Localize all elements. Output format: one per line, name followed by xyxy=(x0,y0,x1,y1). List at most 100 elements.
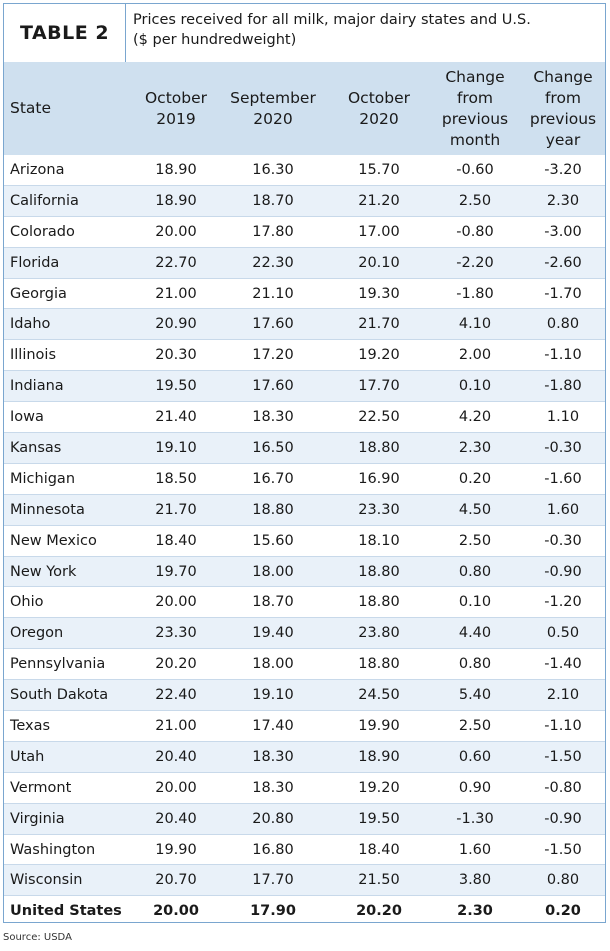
value-cell: 4.10 xyxy=(458,316,492,333)
value-cell: 20.30 xyxy=(155,347,197,364)
value-cell: 18.80 xyxy=(358,656,400,673)
value-cell: 0.20 xyxy=(458,470,492,487)
value-cell: 21.70 xyxy=(358,316,400,333)
value-cell: 22.30 xyxy=(252,254,294,271)
value-cell: -0.80 xyxy=(456,223,494,240)
value-cell: -3.20 xyxy=(544,162,582,178)
value-cell: -1.40 xyxy=(544,656,582,673)
state-cell: Washington xyxy=(10,841,96,858)
table-row: Virginia 20.40 20.80 19.50 -1.30 -0.90 xyxy=(4,803,605,835)
table-row: Texas 21.00 17.40 19.90 2.50 -1.10 xyxy=(4,711,605,742)
value-cell: 18.50 xyxy=(155,470,197,487)
table-row: Vermont 20.00 18.30 19.20 0.90 -0.80 xyxy=(4,773,605,804)
header-text: 2020 xyxy=(359,109,399,128)
value-cell: 20.70 xyxy=(155,872,197,889)
state-cell: California xyxy=(10,192,79,209)
table-row: New Mexico 18.40 15.60 18.10 2.50 -0.30 xyxy=(4,526,605,557)
value-cell: 5.40 xyxy=(458,687,492,704)
header-text: year xyxy=(545,130,581,149)
state-cell: Michigan xyxy=(10,470,76,487)
value-cell: -1.50 xyxy=(544,748,582,765)
value-cell: -3.00 xyxy=(544,223,582,240)
value-cell: -1.60 xyxy=(544,470,582,487)
caption-line-2: ($ per hundredweight) xyxy=(133,32,297,48)
value-cell: 22.50 xyxy=(358,409,400,426)
table-row: California 18.90 18.70 21.20 2.50 2.30 xyxy=(4,185,605,217)
state-cell: Vermont xyxy=(10,779,72,796)
value-cell: -0.80 xyxy=(544,779,582,796)
value-cell: 18.40 xyxy=(155,532,197,549)
header-text: from xyxy=(456,88,494,107)
value-cell: 20.40 xyxy=(155,810,197,827)
table-row: Pennsylvania 20.20 18.00 18.80 0.80 -1.40 xyxy=(4,649,605,681)
value-cell: 18.30 xyxy=(252,779,294,796)
table-row: Iowa 21.40 18.30 22.50 4.20 1.10 xyxy=(4,402,605,434)
state-cell: Utah xyxy=(10,748,45,765)
table-row: Kansas 19.10 16.50 18.80 2.30 -0.30 xyxy=(4,433,605,464)
value-cell: 17.60 xyxy=(252,378,294,395)
state-cell: United States xyxy=(10,903,122,920)
state-cell: Colorado xyxy=(10,223,75,240)
value-cell: 18.70 xyxy=(252,192,294,209)
table-row: New York 19.70 18.00 18.80 0.80 -0.90 xyxy=(4,556,605,588)
value-cell: 18.80 xyxy=(358,563,400,580)
header-state-label: State xyxy=(10,99,52,117)
value-cell: 0.80 xyxy=(546,316,580,333)
value-cell: 17.70 xyxy=(252,872,294,889)
table-row: Illinois 20.30 17.20 19.20 2.00 -1.10 xyxy=(4,340,605,372)
value-cell: -1.70 xyxy=(544,285,582,302)
value-cell: -1.30 xyxy=(456,810,494,827)
state-cell: Wisconsin xyxy=(10,872,83,889)
value-cell: 23.30 xyxy=(358,501,400,518)
value-cell: 18.80 xyxy=(252,501,294,518)
value-cell: -0.90 xyxy=(544,810,582,827)
table-row: Florida 22.70 22.30 20.10 -2.20 -2.60 xyxy=(4,247,605,279)
value-cell: 21.00 xyxy=(155,285,197,302)
value-cell: 16.50 xyxy=(252,440,294,457)
header-text: previous xyxy=(529,109,597,128)
header-change-previous-year: Change from previous year xyxy=(521,62,605,155)
value-cell: 18.10 xyxy=(358,532,400,549)
table-row: Indiana 19.50 17.60 17.70 0.10 -1.80 xyxy=(4,371,605,403)
value-cell: 20.20 xyxy=(155,656,197,673)
header-text: October xyxy=(347,88,411,107)
caption-line-1: Prices received for all milk, major dair… xyxy=(133,12,531,28)
state-cell: Georgia xyxy=(10,285,67,302)
table-body: Arizona 18.90 16.30 15.70 -0.60 -3.20 Californ… xyxy=(4,155,605,927)
value-cell: -0.60 xyxy=(456,162,494,178)
value-cell: 23.30 xyxy=(155,625,197,642)
value-cell: 4.40 xyxy=(458,625,492,642)
table-row: Idaho 20.90 17.60 21.70 4.10 0.80 xyxy=(4,309,605,341)
state-cell: Iowa xyxy=(10,409,44,426)
header-text: September xyxy=(230,88,316,107)
state-cell: Idaho xyxy=(10,316,51,333)
header-text: previous xyxy=(441,109,509,128)
table-row: Arizona 18.90 16.30 15.70 -0.60 -3.20 xyxy=(4,155,605,186)
value-cell: 1.60 xyxy=(546,501,580,518)
state-cell: Kansas xyxy=(10,440,62,457)
value-cell: 18.90 xyxy=(155,192,197,209)
value-cell: 2.10 xyxy=(546,687,580,704)
title-row: TABLE 2 Prices received for all milk, ma… xyxy=(4,4,605,63)
header-text: 2019 xyxy=(156,109,196,128)
value-cell: 19.50 xyxy=(358,810,400,827)
value-cell: 0.50 xyxy=(546,625,580,642)
value-cell: 19.90 xyxy=(358,718,400,735)
value-cell: 22.40 xyxy=(155,687,197,704)
value-cell: 4.50 xyxy=(458,501,492,518)
value-cell: 2.00 xyxy=(458,347,492,364)
state-cell: Indiana xyxy=(10,378,64,395)
value-cell: 2.50 xyxy=(458,192,492,209)
value-cell: 19.10 xyxy=(155,440,197,457)
value-cell: -1.10 xyxy=(544,718,582,735)
state-cell: New Mexico xyxy=(10,532,97,549)
table-row: Oregon 23.30 19.40 23.80 4.40 0.50 xyxy=(4,618,605,650)
table-row: Ohio 20.00 18.70 18.80 0.10 -1.20 xyxy=(4,587,605,619)
header-october-2020: October 2020 xyxy=(329,62,429,155)
value-cell: 16.80 xyxy=(252,841,294,858)
table-row: Colorado 20.00 17.80 17.00 -0.80 -3.00 xyxy=(4,217,605,248)
value-cell: -1.20 xyxy=(544,594,582,611)
value-cell: 15.70 xyxy=(358,162,400,178)
value-cell: 0.10 xyxy=(458,378,492,395)
value-cell: 15.60 xyxy=(252,532,294,549)
